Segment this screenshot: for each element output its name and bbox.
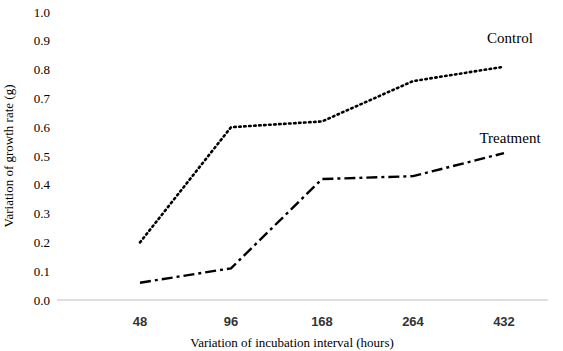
x-tick-label: 264 [402, 314, 424, 329]
x-tick-label: 96 [224, 314, 238, 329]
y-tick-label: 1.0 [34, 5, 50, 20]
chart-root: 0.0 0.1 0.2 0.3 0.4 0.5 0.6 0.7 0.8 0.9 1.0 48 96 168… [0, 0, 563, 351]
x-axis-line [57, 300, 548, 301]
series-label: Control [487, 30, 533, 46]
x-tick-label: 48 [133, 314, 147, 329]
y-tick-label: 0.1 [34, 264, 50, 279]
y-axis-title: Variation of growth rate (g) [1, 85, 16, 228]
series-line [140, 153, 504, 283]
series-label: Treatment [479, 130, 541, 146]
y-tick-label: 0.4 [34, 177, 51, 192]
y-tick-label: 0.8 [34, 62, 50, 77]
chart: 0.0 0.1 0.2 0.3 0.4 0.5 0.6 0.7 0.8 0.9 1.0 48 96 168… [0, 0, 563, 351]
y-tick-label: 0.9 [34, 33, 50, 48]
x-tick-label: 432 [493, 314, 515, 329]
series-group [140, 67, 504, 283]
series-line [140, 67, 504, 243]
x-axis-title: Variation of incubation interval (hours) [190, 335, 394, 350]
y-tick-label: 0.0 [34, 293, 50, 308]
y-tick-label: 0.3 [34, 206, 50, 221]
y-tick-label: 0.2 [34, 235, 50, 250]
y-tick-label: 0.7 [34, 91, 51, 106]
y-tick-label: 0.5 [34, 149, 50, 164]
y-tick-label: 0.6 [34, 120, 51, 135]
x-tick-label: 168 [311, 314, 333, 329]
